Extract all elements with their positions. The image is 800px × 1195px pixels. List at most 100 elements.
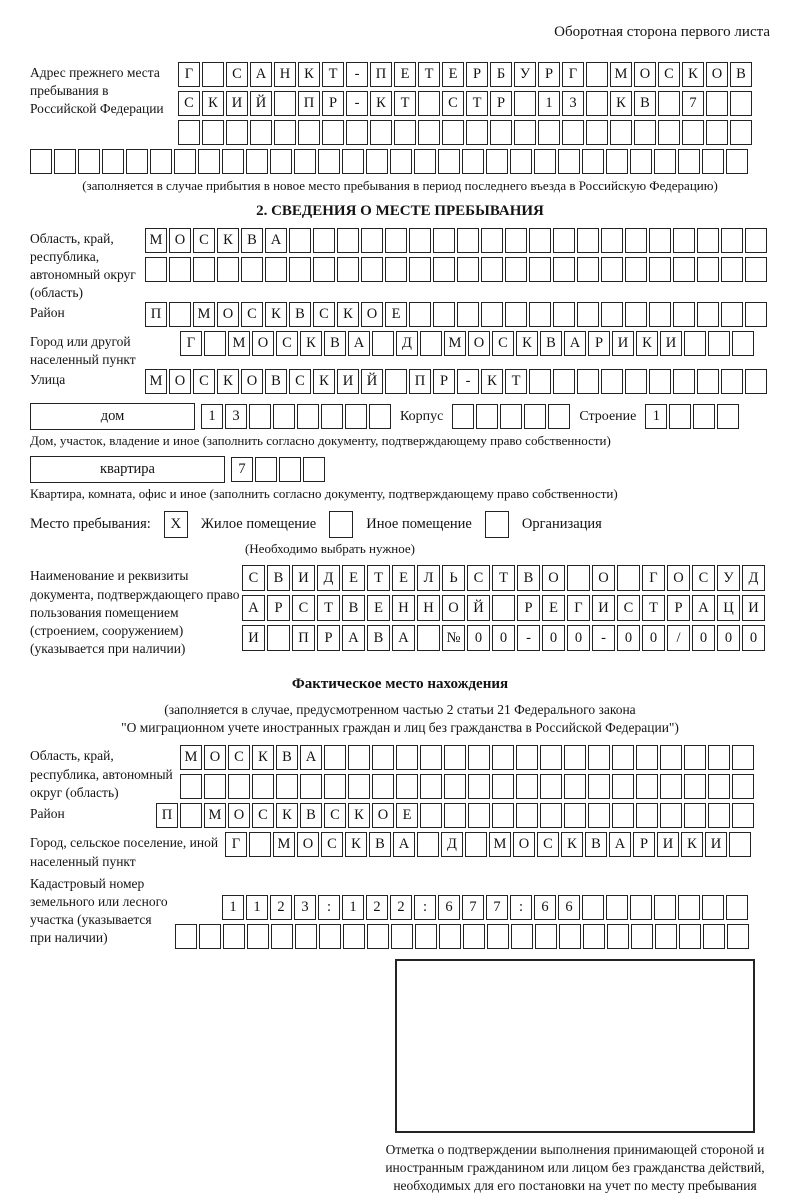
char-cell[interactable] [625, 302, 647, 328]
char-cell[interactable]: Л [417, 565, 440, 592]
char-cell[interactable]: Ь [442, 565, 465, 592]
char-cell[interactable]: Р [466, 62, 488, 87]
char-cell[interactable]: М [273, 832, 295, 858]
char-cell[interactable] [553, 257, 575, 282]
char-cell[interactable] [649, 302, 671, 328]
char-cell[interactable] [313, 228, 335, 253]
char-cell[interactable] [204, 331, 226, 357]
char-cell[interactable] [241, 257, 263, 282]
char-cell[interactable] [348, 774, 370, 800]
char-cell[interactable]: 7 [682, 91, 704, 116]
char-cell[interactable] [394, 120, 416, 145]
char-cell[interactable]: О [513, 832, 535, 858]
char-cell[interactable] [361, 257, 383, 282]
char-cell[interactable]: Г [562, 62, 584, 87]
char-cell[interactable] [721, 302, 743, 328]
char-cell[interactable] [265, 257, 287, 282]
char-cell[interactable]: Д [742, 565, 765, 592]
char-cell[interactable] [370, 120, 392, 145]
char-cell[interactable] [745, 257, 767, 282]
char-cell[interactable] [385, 228, 407, 253]
char-cell[interactable]: О [241, 369, 263, 395]
char-cell[interactable]: И [337, 369, 359, 395]
char-cell[interactable] [481, 257, 503, 282]
char-cell[interactable] [697, 369, 719, 395]
char-cell[interactable] [414, 149, 436, 174]
char-cell[interactable] [433, 228, 455, 253]
char-cell[interactable]: П [298, 91, 320, 116]
char-cell[interactable]: С [321, 832, 343, 858]
char-cell[interactable] [660, 774, 682, 800]
char-cell[interactable]: Г [180, 331, 202, 357]
char-cell[interactable]: У [514, 62, 536, 87]
char-cell[interactable] [538, 120, 560, 145]
char-cell[interactable]: - [457, 369, 479, 395]
char-cell[interactable] [30, 149, 52, 174]
char-cell[interactable]: Н [417, 595, 440, 622]
char-cell[interactable] [673, 302, 695, 328]
char-cell[interactable] [492, 595, 515, 622]
char-cell[interactable] [468, 803, 490, 829]
char-cell[interactable] [697, 228, 719, 253]
char-cell[interactable]: К [348, 803, 370, 829]
char-cell[interactable] [345, 404, 367, 430]
char-cell[interactable]: / [667, 625, 690, 652]
char-cell[interactable] [102, 149, 124, 174]
char-cell[interactable] [300, 774, 322, 800]
char-cell[interactable] [510, 149, 532, 174]
char-cell[interactable] [433, 302, 455, 328]
char-cell[interactable]: В [730, 62, 752, 87]
char-cell[interactable]: Й [467, 595, 490, 622]
char-cell[interactable]: Р [538, 62, 560, 87]
char-cell[interactable]: Г [567, 595, 590, 622]
char-cell[interactable]: В [342, 595, 365, 622]
char-cell[interactable] [372, 331, 394, 357]
char-cell[interactable]: Р [267, 595, 290, 622]
char-cell[interactable] [180, 803, 202, 829]
char-cell[interactable] [708, 331, 730, 357]
char-cell[interactable] [250, 120, 272, 145]
char-cell[interactable]: С [467, 565, 490, 592]
char-cell[interactable] [476, 404, 499, 430]
char-cell[interactable]: К [276, 803, 298, 829]
char-cell[interactable]: И [226, 91, 248, 116]
char-cell[interactable] [297, 404, 319, 430]
char-cell[interactable] [78, 149, 100, 174]
char-cell[interactable]: С [228, 745, 250, 771]
char-cell[interactable] [630, 149, 652, 174]
char-cell[interactable]: Р [317, 625, 340, 652]
char-cell[interactable] [612, 774, 634, 800]
char-cell[interactable]: К [561, 832, 583, 858]
char-cell[interactable] [126, 149, 148, 174]
char-cell[interactable]: В [517, 565, 540, 592]
char-cell[interactable] [660, 803, 682, 829]
char-cell[interactable]: Е [367, 595, 390, 622]
char-cell[interactable] [439, 923, 461, 949]
char-cell[interactable]: О [468, 331, 490, 357]
char-cell[interactable]: Р [322, 91, 344, 116]
char-cell[interactable] [415, 923, 437, 949]
char-cell[interactable] [516, 774, 538, 800]
char-cell[interactable]: О [706, 62, 728, 87]
char-cell[interactable] [673, 369, 695, 395]
char-cell[interactable]: И [660, 331, 682, 357]
char-cell[interactable]: П [145, 302, 167, 328]
char-cell[interactable]: О [228, 803, 250, 829]
char-cell[interactable]: И [742, 595, 765, 622]
char-cell[interactable] [418, 91, 440, 116]
char-cell[interactable] [564, 803, 586, 829]
char-cell[interactable]: О [442, 595, 465, 622]
char-cell[interactable]: П [292, 625, 315, 652]
char-cell[interactable] [529, 257, 551, 282]
char-cell[interactable]: С [289, 369, 311, 395]
char-cell[interactable] [342, 149, 364, 174]
char-cell[interactable] [684, 745, 706, 771]
char-cell[interactable] [649, 228, 671, 253]
char-cell[interactable]: К [252, 745, 274, 771]
char-cell[interactable] [553, 228, 575, 253]
char-cell[interactable] [516, 745, 538, 771]
char-cell[interactable]: О [667, 565, 690, 592]
char-cell[interactable] [706, 91, 728, 116]
char-cell[interactable]: 1 [222, 894, 244, 920]
char-cell[interactable] [420, 774, 442, 800]
